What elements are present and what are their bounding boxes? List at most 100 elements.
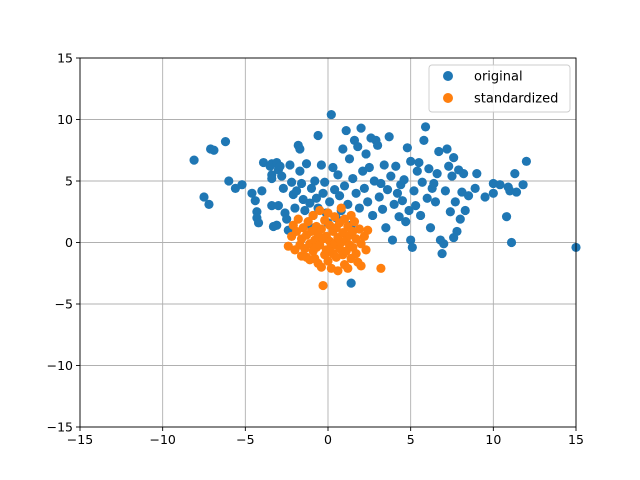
data-point-standardized <box>308 210 318 221</box>
data-point-original <box>411 201 421 211</box>
data-point-original <box>220 137 231 147</box>
data-point-original <box>389 199 399 209</box>
data-point-original <box>325 197 335 207</box>
data-point-original <box>353 141 363 152</box>
data-point-original <box>439 239 449 249</box>
data-point-original <box>326 109 336 120</box>
data-point-standardized <box>315 205 325 216</box>
data-point-original <box>318 188 328 198</box>
data-point-original <box>480 192 490 202</box>
data-point-original <box>189 155 199 165</box>
data-point-original <box>382 185 393 195</box>
data-point-original <box>348 173 358 184</box>
data-point-original <box>510 169 520 179</box>
data-point-original <box>442 144 452 154</box>
data-point-original <box>310 176 320 186</box>
y-tick-label: 5 <box>65 174 73 189</box>
data-point-original <box>419 135 429 146</box>
data-point-original <box>437 248 447 259</box>
data-point-original <box>379 160 389 170</box>
y-tick-label: 15 <box>57 51 73 66</box>
legend-label-original: original <box>474 70 523 85</box>
data-point-original <box>488 188 498 198</box>
data-point-original <box>305 198 315 208</box>
data-point-original <box>402 143 412 153</box>
data-point-original <box>429 178 439 189</box>
data-point-original <box>445 207 455 217</box>
data-point-standardized <box>330 212 340 222</box>
data-point-original <box>444 161 454 171</box>
data-point-original <box>363 197 373 207</box>
data-point-original <box>425 223 436 233</box>
data-point-standardized <box>361 245 371 255</box>
data-point-original <box>306 183 317 193</box>
legend-marker-standardized <box>443 93 453 103</box>
data-point-original <box>460 205 470 216</box>
data-point-standardized <box>318 280 328 291</box>
data-point-original <box>392 188 403 198</box>
data-point-original <box>434 146 444 157</box>
data-point-original <box>440 186 450 196</box>
data-point-original <box>341 125 351 136</box>
data-point-original <box>511 187 522 197</box>
data-point-original <box>463 191 474 201</box>
data-point-original <box>406 156 416 166</box>
data-point-original <box>420 122 431 132</box>
data-point-standardized <box>316 224 326 234</box>
data-point-original <box>301 159 312 169</box>
data-point-original <box>320 177 330 187</box>
data-point-original <box>452 226 462 237</box>
data-point-original <box>253 218 264 228</box>
legend-box <box>428 64 571 113</box>
data-point-original <box>374 192 384 202</box>
data-point-original <box>458 169 469 179</box>
data-point-original <box>333 170 343 180</box>
data-point-original <box>470 183 480 193</box>
data-point-original <box>455 214 465 224</box>
data-point-original <box>359 183 369 193</box>
data-point-standardized <box>349 216 360 227</box>
data-point-standardized <box>333 266 343 276</box>
x-tick-label: −15 <box>67 432 93 447</box>
legend-marker-original <box>443 71 453 81</box>
data-point-original <box>282 214 292 224</box>
data-point-original <box>377 204 388 214</box>
data-point-original <box>381 223 391 233</box>
data-point-original <box>277 171 287 181</box>
data-point-original <box>424 164 434 174</box>
data-point-original <box>422 193 432 203</box>
data-point-original <box>267 173 277 184</box>
y-tick-label: −5 <box>55 297 73 312</box>
data-point-original <box>257 186 267 196</box>
data-point-original <box>204 199 214 209</box>
data-point-standardized <box>351 248 361 259</box>
data-point-original <box>296 178 307 189</box>
data-point-original <box>330 185 340 195</box>
y-tick-label: 10 <box>57 112 73 127</box>
data-point-original <box>399 175 409 185</box>
data-point-original <box>373 140 383 150</box>
data-point-original <box>338 144 348 154</box>
data-point-original <box>430 197 441 207</box>
data-point-original <box>412 166 422 176</box>
data-point-original <box>237 180 247 190</box>
data-points <box>189 109 581 291</box>
data-point-original <box>409 186 419 196</box>
data-point-original <box>278 183 288 193</box>
series-standardized <box>283 203 386 291</box>
data-point-original <box>432 169 442 179</box>
data-point-original <box>267 201 277 211</box>
legend-label-standardized: standardized <box>474 92 558 107</box>
data-point-original <box>472 169 482 179</box>
data-point-original <box>295 144 305 154</box>
data-point-standardized <box>336 203 346 213</box>
data-point-original <box>334 191 345 201</box>
y-tick-label: −15 <box>47 420 73 435</box>
data-point-original <box>495 180 505 190</box>
data-point-original <box>209 145 219 155</box>
data-point-original <box>361 149 371 159</box>
data-point-standardized <box>354 224 365 234</box>
data-point-original <box>290 203 300 213</box>
x-tick-label: −10 <box>149 432 175 447</box>
